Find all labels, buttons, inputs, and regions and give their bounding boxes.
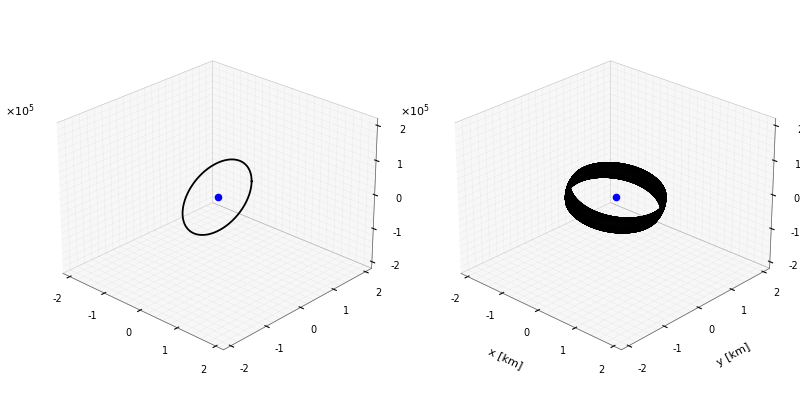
Text: $\times 10^5$: $\times 10^5$ — [6, 102, 35, 119]
Text: $\times 10^5$: $\times 10^5$ — [400, 102, 430, 119]
X-axis label: x [km]: x [km] — [486, 346, 524, 371]
Y-axis label: y [km]: y [km] — [715, 341, 752, 368]
